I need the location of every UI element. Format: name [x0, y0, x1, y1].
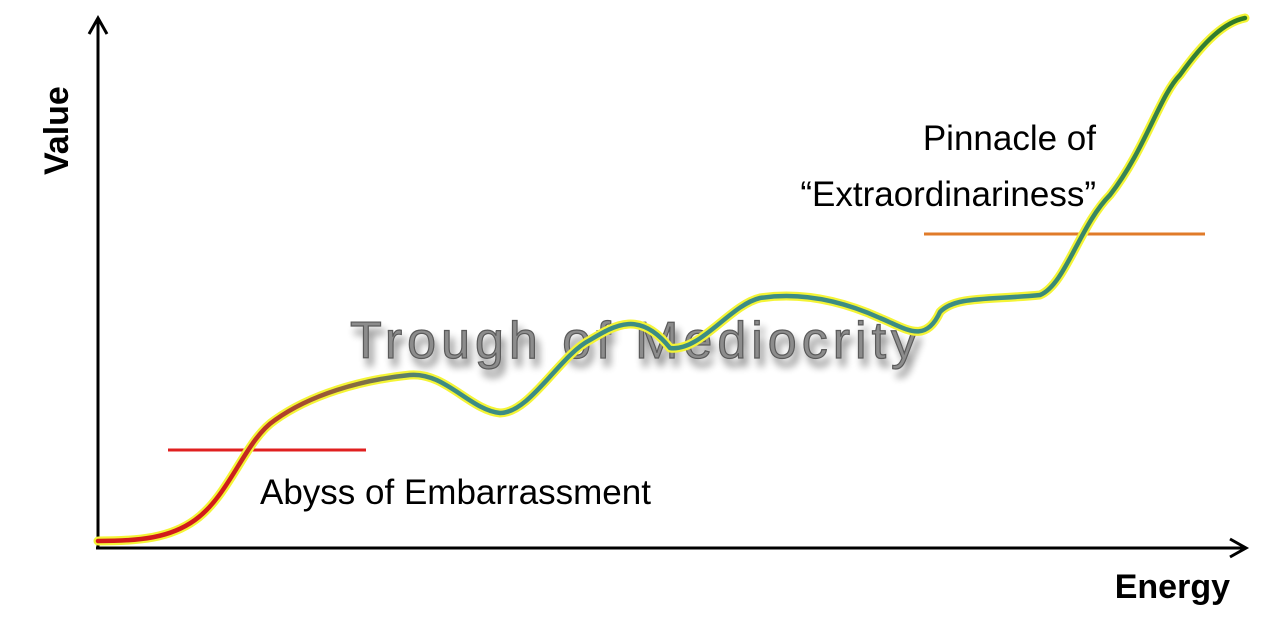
value-curve	[95, 15, 1248, 544]
pinnacle-label-line2: “Extraordinariness”	[800, 175, 1096, 214]
value-curve-halo	[93, 13, 1250, 546]
x-axis-arrowhead	[1229, 537, 1250, 559]
pinnacle-label-line1: Pinnacle of	[923, 119, 1096, 158]
y-axis-arrowhead	[87, 14, 109, 35]
abyss-label: Abyss of Embarrassment	[260, 473, 651, 512]
x-axis-title: Energy	[1115, 568, 1230, 606]
y-axis-title: Value	[38, 86, 76, 175]
